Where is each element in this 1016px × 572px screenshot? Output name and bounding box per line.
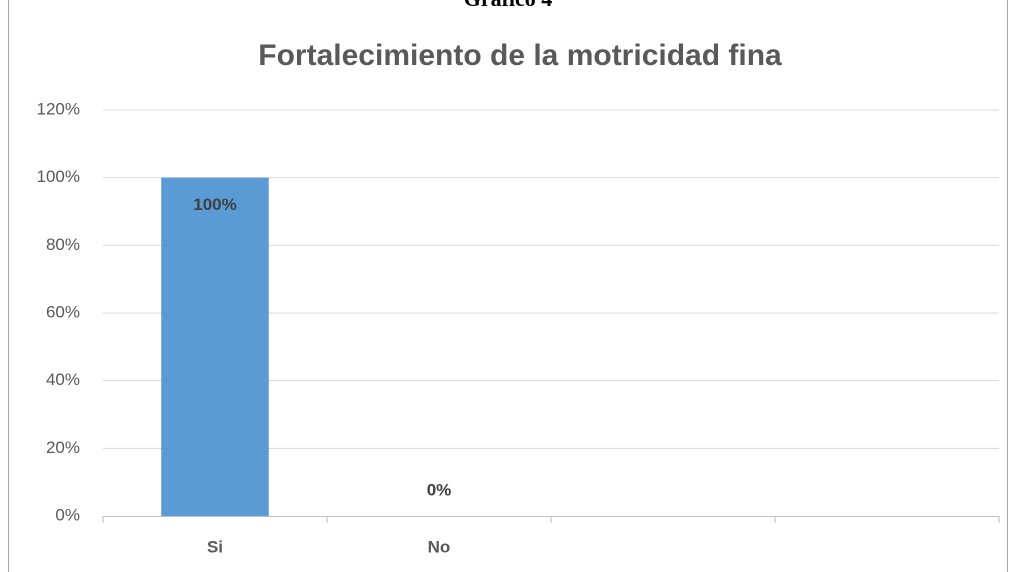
- figure-caption: Gráfico 4: [464, 0, 553, 11]
- data-label: 0%: [427, 480, 452, 499]
- y-tick-label: 0%: [55, 505, 80, 524]
- chart-border: [8, 0, 1008, 572]
- x-tick-label: No: [428, 537, 451, 556]
- x-tick-label: Si: [207, 537, 223, 556]
- chart-title: Fortalecimiento de la motricidad fina: [258, 39, 782, 72]
- y-tick-label: 60%: [46, 302, 80, 321]
- y-tick-label: 20%: [46, 438, 80, 457]
- bar: [161, 177, 269, 516]
- y-tick-label: 80%: [46, 235, 80, 254]
- y-tick-label: 40%: [46, 370, 80, 389]
- data-label: 100%: [193, 195, 236, 214]
- y-tick-label: 100%: [37, 167, 80, 186]
- y-tick-label: 120%: [37, 99, 80, 118]
